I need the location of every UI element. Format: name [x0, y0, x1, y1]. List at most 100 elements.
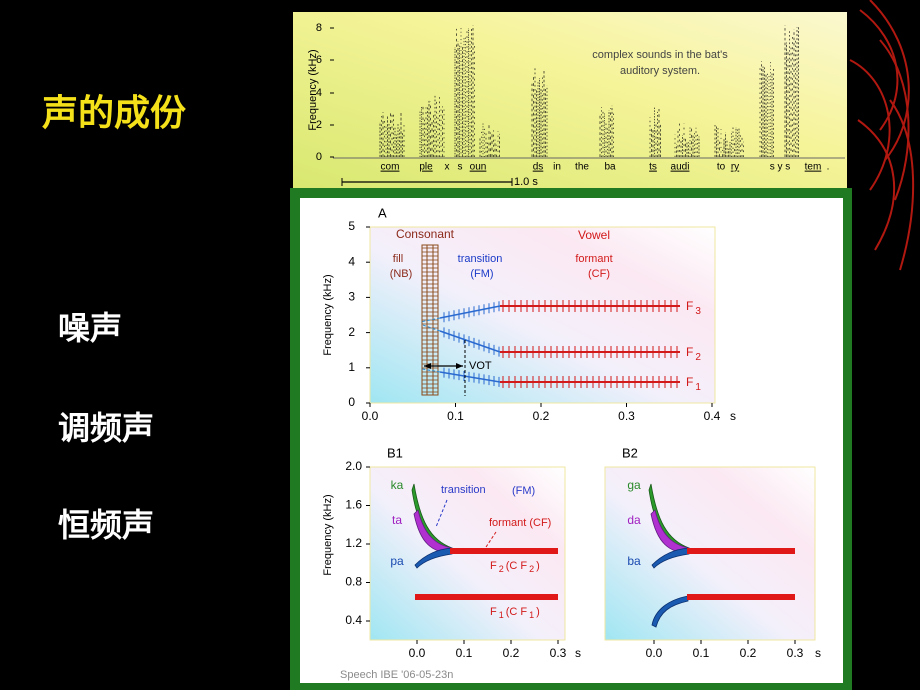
f2-label-part: F: [490, 560, 497, 572]
y-tick-label: 0.4: [345, 613, 362, 627]
label-transition: (FM): [470, 268, 493, 280]
y-axis-label: Frequency (kHz): [322, 494, 334, 575]
y-axis-label: Frequency (kHz): [307, 49, 319, 130]
x-unit: s: [730, 409, 736, 423]
footer: Speech IBE '06-05-23n: [340, 669, 453, 681]
word: to: [717, 162, 726, 173]
word: x: [445, 162, 450, 173]
caption: auditory system.: [620, 65, 700, 77]
y-tick-label: 4: [348, 254, 355, 268]
formant-label-part: 2: [695, 352, 701, 363]
word: .: [827, 162, 830, 173]
label-formant: formant: [575, 253, 612, 265]
slide-title: 声的成份: [42, 93, 186, 134]
word: ple: [419, 162, 433, 173]
word: in: [553, 162, 561, 173]
x-tick-label: 0.1: [693, 646, 710, 660]
x-tick-label: 0.4: [704, 409, 721, 423]
transition-lead: [421, 317, 441, 323]
word: com: [381, 162, 400, 173]
x-tick-label: 0.3: [550, 646, 567, 660]
x-unit: s: [575, 646, 581, 660]
f1-label-part: (C F: [506, 606, 528, 618]
transition-line: [439, 305, 501, 319]
x-tick-label: 0.0: [409, 646, 426, 660]
y-axis-label: Frequency (kHz): [322, 274, 334, 355]
label-transition: transition: [441, 484, 486, 496]
word: audi: [671, 162, 690, 173]
word: ds: [533, 162, 544, 173]
y-tick-label: 0: [316, 151, 322, 163]
y-tick-label: 0: [348, 395, 355, 409]
y-tick-label: 2: [348, 325, 355, 339]
f1-label-part: 1: [529, 610, 534, 620]
label-fill: fill: [393, 253, 403, 265]
y-tick-label: 8: [316, 22, 322, 34]
transition-line: [439, 371, 501, 383]
f2-label-part: 2: [529, 564, 534, 574]
label-formant: (CF): [588, 268, 610, 280]
formant-label-part: F: [686, 345, 693, 359]
word: the: [575, 162, 589, 173]
panel-label: A: [378, 205, 387, 220]
x-tick-label: 0.1: [447, 409, 464, 423]
formant-bar: [450, 548, 558, 554]
formant-label-part: F: [686, 375, 693, 389]
x-unit: s: [815, 646, 821, 660]
f1-label-part: ): [536, 606, 540, 618]
syllable-label: ba: [627, 554, 641, 568]
f2-label-part: ): [536, 560, 540, 572]
formant-bar: [687, 548, 795, 554]
x-tick-label: 0.3: [787, 646, 804, 660]
syllable-label: da: [627, 513, 641, 527]
syllable-label: ta: [392, 513, 402, 527]
y-tick-label: 2.0: [345, 459, 362, 473]
word: s y s: [770, 162, 791, 173]
transition-lead: [421, 368, 441, 373]
word: ts: [649, 162, 657, 173]
syllable-label: pa: [390, 554, 404, 568]
transition-line: [439, 330, 501, 353]
bullet-item: 噪声: [58, 309, 122, 347]
y-tick-label: 1.6: [345, 498, 362, 512]
word: ba: [604, 162, 616, 173]
panel-label: B2: [622, 445, 638, 460]
y-tick-label: 0.8: [345, 575, 362, 589]
syllable-label: ka: [391, 478, 404, 492]
y-tick-label: 5: [348, 219, 355, 233]
x-tick-label: 0.0: [362, 409, 379, 423]
transition-shapes: [648, 483, 690, 628]
f1-label-part: F: [490, 606, 497, 618]
x-tick-label: 0.0: [646, 646, 663, 660]
label-fill: (NB): [390, 268, 413, 280]
caption: complex sounds in the bat's: [592, 49, 728, 61]
syllable-label: ga: [627, 478, 641, 492]
bullet-item: 调频声: [58, 409, 154, 447]
pointer: [485, 531, 497, 548]
x-tick-label: 0.1: [456, 646, 473, 660]
word: s: [458, 162, 463, 173]
f2-label: F 2 (C F 2): [490, 560, 540, 574]
word: ry: [731, 162, 739, 173]
formant-bar: [687, 594, 795, 600]
x-tick-label: 0.2: [503, 646, 520, 660]
label-consonant: Consonant: [396, 227, 455, 241]
panel-label: B1: [387, 445, 403, 460]
y-tick-label: 4: [316, 87, 322, 99]
y-tick-label: 6: [316, 54, 322, 66]
x-tick-label: 0.3: [618, 409, 635, 423]
scale-label: 1.0 s: [514, 176, 538, 188]
formant-label-part: 3: [695, 306, 701, 317]
f2-label-part: 2: [499, 564, 504, 574]
y-tick-label: 2: [316, 119, 322, 131]
word: tem: [805, 162, 822, 173]
f2-label-part: (C F: [506, 560, 528, 572]
x-tick-label: 0.2: [533, 409, 550, 423]
label-transition: transition: [458, 253, 503, 265]
label-vot: VOT: [469, 360, 492, 372]
